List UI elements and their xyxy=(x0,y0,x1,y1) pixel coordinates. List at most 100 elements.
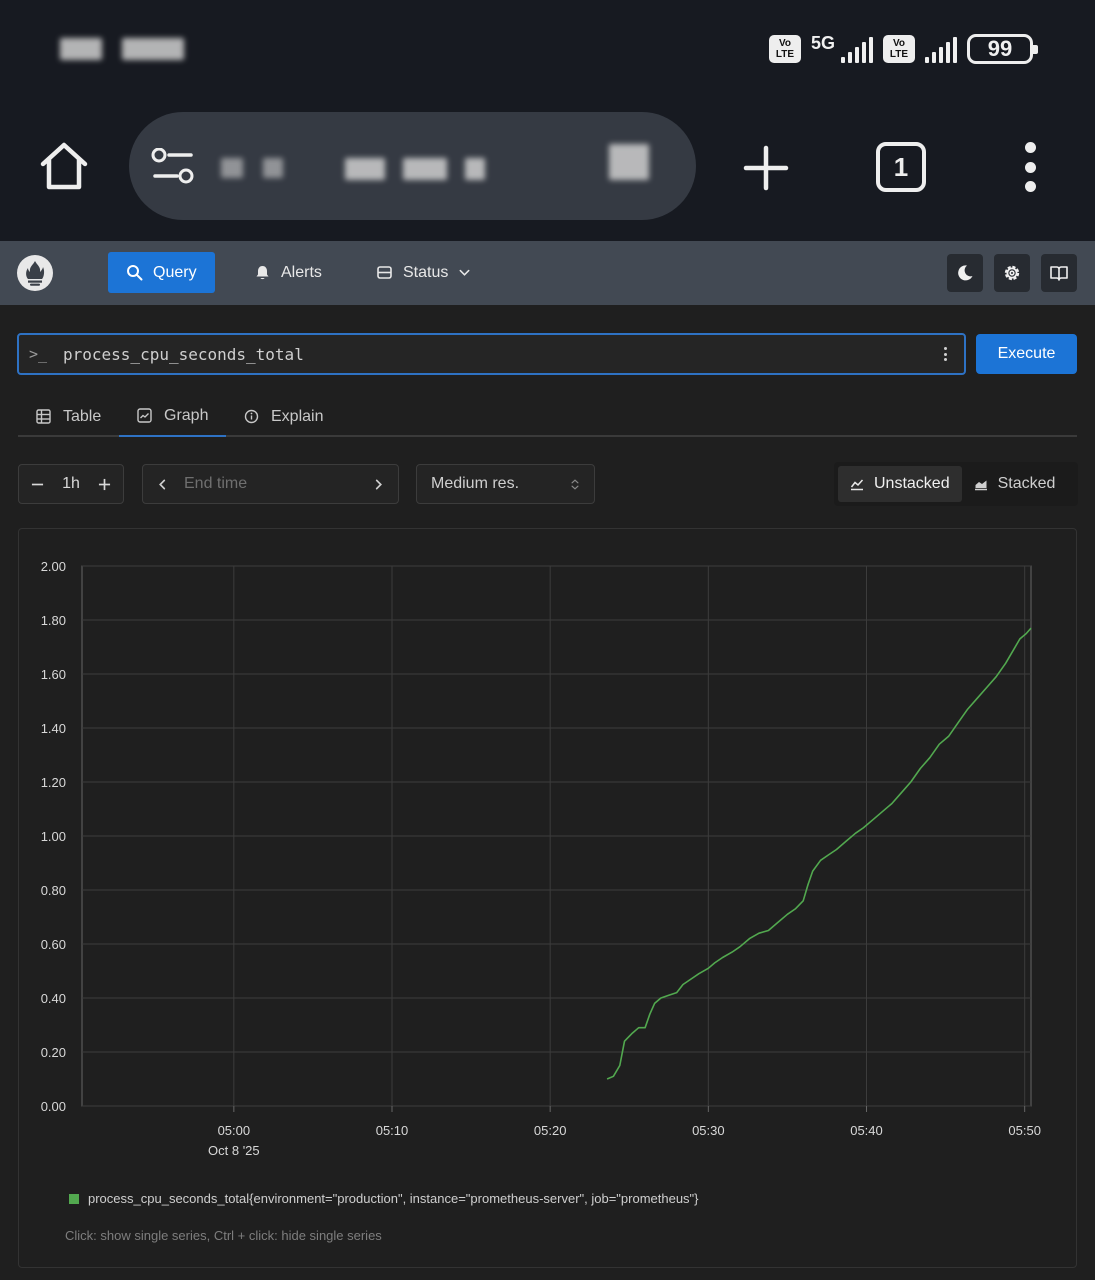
chevron-right-icon[interactable] xyxy=(373,479,384,490)
theme-toggle-button[interactable] xyxy=(947,254,983,292)
tab-graph[interactable]: Graph xyxy=(119,396,227,437)
browser-menu-icon[interactable] xyxy=(1022,142,1038,192)
url-redacted-1 xyxy=(221,158,243,178)
tab-explain-label: Explain xyxy=(271,407,324,425)
tab-table[interactable]: Table xyxy=(18,396,119,437)
x-tick-label: 05:50 xyxy=(1008,1123,1041,1138)
phone-chrome: Vo LTE 5G Vo LTE 99 xyxy=(0,0,1095,241)
battery-level: 99 xyxy=(987,36,1013,61)
tab-switcher-button[interactable]: 1 xyxy=(876,142,926,192)
chevron-left-icon[interactable] xyxy=(157,479,168,490)
tab-explain[interactable]: Explain xyxy=(226,396,341,437)
y-tick-label: 0.80 xyxy=(41,883,66,898)
home-icon[interactable] xyxy=(38,140,90,192)
stacked-label: Stacked xyxy=(997,475,1056,492)
status-bar: Vo LTE 5G Vo LTE 99 xyxy=(0,28,1095,74)
timeseries-chart[interactable]: 0.00 0.20 0.40 0.60 0.80 1.00 1.20 1.40 1.60 1.80… xyxy=(19,529,1076,1179)
search-icon xyxy=(127,265,143,281)
server-icon xyxy=(377,266,392,279)
nav-status-label: Status xyxy=(403,263,449,281)
end-time-input[interactable]: End time xyxy=(184,475,248,492)
y-tick-label: 0.40 xyxy=(41,991,66,1006)
nav-query-label: Query xyxy=(153,263,197,281)
x-tick-label: 05:30 xyxy=(692,1123,725,1138)
book-icon xyxy=(1050,266,1068,281)
x-tick-label: 05:20 xyxy=(534,1123,567,1138)
signal-icon-2 xyxy=(925,35,957,63)
y-tick-label: 0.20 xyxy=(41,1045,66,1060)
nav-alerts-button[interactable]: Alerts xyxy=(236,252,340,293)
expression-menu-icon[interactable] xyxy=(944,347,948,361)
chevron-down-icon xyxy=(459,269,470,276)
legend-hint: Click: show single series, Ctrl + click:… xyxy=(65,1228,382,1243)
resolution-select[interactable]: Medium res. xyxy=(416,464,595,504)
y-tick-label: 1.00 xyxy=(41,829,66,844)
gear-icon xyxy=(1004,265,1020,281)
nav-status-button[interactable]: Status xyxy=(358,252,489,293)
table-icon xyxy=(36,409,51,424)
new-tab-icon[interactable] xyxy=(742,144,790,192)
range-control: 1h xyxy=(18,464,124,504)
nav-alerts-label: Alerts xyxy=(281,263,322,281)
signal-icon xyxy=(841,35,873,63)
x-tick-label: 05:00 xyxy=(218,1123,251,1138)
chevron-updown-icon xyxy=(571,478,579,490)
prometheus-logo-icon[interactable] xyxy=(17,255,53,291)
status-icons: Vo LTE 5G Vo LTE 99 xyxy=(768,32,1038,64)
y-tick-label: 1.40 xyxy=(41,721,66,736)
unstacked-label: Unstacked xyxy=(874,475,950,492)
legend-swatch xyxy=(69,1193,79,1204)
unstacked-button[interactable]: Unstacked xyxy=(838,466,962,502)
network-type: 5G xyxy=(810,32,835,53)
url-redacted-3 xyxy=(345,158,385,180)
y-tick-label: 0.00 xyxy=(41,1099,66,1114)
range-value[interactable]: 1h xyxy=(62,475,80,492)
stacked-button[interactable]: Stacked xyxy=(962,466,1068,502)
legend-series-label: process_cpu_seconds_total{environment="p… xyxy=(88,1191,699,1206)
site-settings-icon[interactable] xyxy=(151,148,195,184)
x-tick-label: 05:10 xyxy=(376,1123,409,1138)
url-redacted-4 xyxy=(403,158,447,180)
status-time-redacted xyxy=(60,38,102,60)
info-icon xyxy=(244,409,259,424)
y-tick-label: 1.20 xyxy=(41,775,66,790)
settings-button[interactable] xyxy=(994,254,1030,292)
expression-text[interactable]: process_cpu_seconds_total xyxy=(63,344,304,364)
end-time-control: End time xyxy=(142,464,399,504)
graph-panel: 0.00 0.20 0.40 0.60 0.80 1.00 1.20 1.40 1.60 1.80… xyxy=(18,528,1077,1268)
url-redacted-6 xyxy=(609,144,649,180)
increase-range-button[interactable] xyxy=(98,478,111,491)
area-chart-icon xyxy=(974,480,987,491)
chart-icon xyxy=(137,408,152,423)
y-tick-label: 1.80 xyxy=(41,613,66,628)
volte-icon-2: Vo LTE xyxy=(883,35,915,63)
execute-button[interactable]: Execute xyxy=(976,334,1077,374)
volte-icon: Vo LTE xyxy=(768,35,801,63)
decrease-range-button[interactable] xyxy=(31,478,44,491)
y-tick-label: 1.60 xyxy=(41,667,66,682)
address-bar[interactable] xyxy=(129,112,696,220)
resolution-value: Medium res. xyxy=(431,475,520,492)
moon-icon xyxy=(958,265,973,281)
status-notif-redacted xyxy=(122,38,184,60)
line-chart-icon xyxy=(850,479,864,491)
tab-graph-label: Graph xyxy=(164,406,209,424)
app-navbar: Query Alerts Status xyxy=(0,241,1095,305)
series-line xyxy=(606,627,1032,1080)
expression-input[interactable]: >_ process_cpu_seconds_total xyxy=(17,333,966,375)
prompt-icon: >_ xyxy=(29,345,48,363)
browser-toolbar: 1 xyxy=(0,112,1095,222)
docs-button[interactable] xyxy=(1041,254,1077,292)
result-tabs: Table Graph Explain xyxy=(18,396,1077,437)
nav-query-button[interactable]: Query xyxy=(108,252,215,293)
bell-icon xyxy=(256,266,269,280)
tab-table-label: Table xyxy=(63,407,102,425)
url-redacted-5 xyxy=(465,158,485,180)
x-tick-sublabel: Oct 8 '25 xyxy=(208,1143,260,1158)
x-tick-label: 05:40 xyxy=(850,1123,883,1138)
stacking-toggle: Unstacked Stacked xyxy=(834,462,1078,506)
y-tick-label: 2.00 xyxy=(41,559,66,574)
battery-icon: 99 xyxy=(967,34,1038,64)
legend-item[interactable]: process_cpu_seconds_total{environment="p… xyxy=(69,1191,699,1206)
y-tick-label: 0.60 xyxy=(41,937,66,952)
